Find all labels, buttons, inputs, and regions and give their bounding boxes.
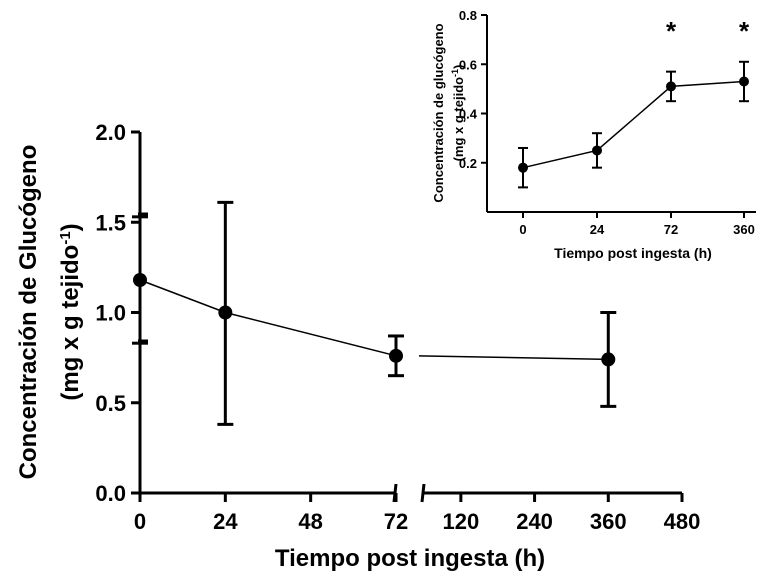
inset-x-tick-label: 360 bbox=[733, 222, 755, 237]
main-x-tick-label: 360 bbox=[590, 509, 627, 534]
main-series-line bbox=[139, 279, 397, 357]
inset-y-tick-label: 0.2 bbox=[459, 156, 477, 171]
main-x-tick-label: 0 bbox=[134, 509, 146, 534]
main-y-tick-label: 0.0 bbox=[95, 481, 126, 506]
inset-y-tick-label: 0.6 bbox=[459, 57, 477, 72]
inset-significance-asterisk: * bbox=[739, 16, 750, 46]
inset-y-tick-label: 0.8 bbox=[459, 8, 477, 23]
main-y-axis-label-line2: (mg x g tejido-1) bbox=[57, 223, 85, 400]
main-x-tick-label: 120 bbox=[442, 509, 479, 534]
inset-y-tick-label: 0.4 bbox=[459, 107, 478, 122]
inset-y-axis-label-line1: Concentración de glucógeno bbox=[431, 23, 446, 202]
inset-series-line bbox=[522, 80, 745, 169]
main-x-tick-label: 240 bbox=[516, 509, 553, 534]
main-data-point bbox=[389, 348, 403, 363]
main-y-ticks: 0.0 0.5 1.0 1.5 2.0 bbox=[95, 120, 140, 506]
inset-x-axis-label: Tiempo post ingesta (h) bbox=[554, 245, 712, 261]
inset-x-tick-label: 24 bbox=[590, 222, 605, 237]
inset-x-ticks: 0 24 72 360 bbox=[519, 212, 755, 237]
main-x-ticks: 0 24 48 72 120 240 360 480 bbox=[134, 493, 700, 534]
main-chart: 0.00.51.01.52.0 0 24 48 72 120 240 360 480 Tiem… bbox=[15, 120, 700, 572]
main-x-tick-label: 480 bbox=[664, 509, 701, 534]
main-x-axis-break-mark bbox=[420, 483, 426, 503]
main-y-tick-label: 0.5 bbox=[95, 391, 126, 416]
inset-y-axis-label-line2: (mg x g tejido-1) bbox=[450, 65, 466, 162]
main-y-tick-label: 1.5 bbox=[95, 210, 126, 235]
inset-data-marks: * * bbox=[518, 16, 750, 189]
main-data-point bbox=[218, 305, 233, 320]
inset-data-point bbox=[518, 162, 528, 173]
inset-chart: 0.20.40.60.8 0 24 72 360 * * Tiempo post ing… bbox=[431, 8, 756, 261]
main-series-line bbox=[418, 355, 609, 361]
main-x-axis-break-mark bbox=[392, 483, 398, 503]
inset-data-point bbox=[739, 76, 749, 87]
main-data-marks bbox=[132, 200, 617, 426]
inset-significance-asterisk: * bbox=[666, 16, 677, 46]
main-y-tick-label: 2.0 bbox=[95, 120, 126, 145]
main-y-axis-label-line1: Concentración de Glucógeno bbox=[15, 145, 42, 480]
inset-data-point bbox=[592, 145, 602, 156]
inset-data-point bbox=[666, 81, 676, 92]
inset-x-tick-label: 0 bbox=[519, 222, 526, 237]
main-x-tick-label: 72 bbox=[384, 509, 408, 534]
main-x-tick-label: 24 bbox=[213, 509, 238, 534]
main-data-point bbox=[601, 352, 616, 367]
main-y-tick-label: 1.0 bbox=[95, 301, 126, 326]
main-x-tick-label: 48 bbox=[298, 509, 322, 534]
inset-x-tick-label: 72 bbox=[664, 222, 678, 237]
main-x-axis-label: Tiempo post ingesta (h) bbox=[275, 545, 545, 572]
